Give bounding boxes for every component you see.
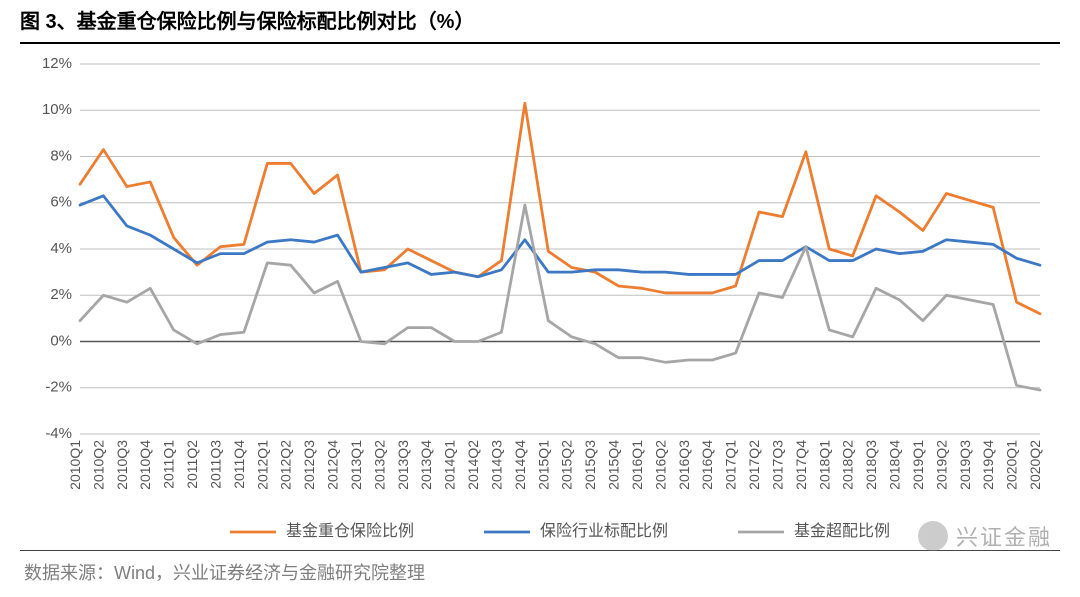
watermark-text: 兴证金融: [956, 520, 1052, 552]
y-tick-label: 4%: [50, 240, 72, 257]
x-tick-label: 2011Q4: [231, 440, 247, 489]
x-tick-label: 2014Q2: [465, 440, 481, 490]
y-tick-label: 12%: [42, 55, 72, 72]
x-tick-label: 2010Q3: [114, 440, 130, 490]
x-tick-label: 2012Q2: [278, 440, 294, 490]
y-tick-label: 6%: [50, 194, 72, 211]
x-tick-label: 2017Q3: [769, 440, 785, 490]
x-tick-label: 2019Q1: [910, 440, 926, 490]
x-tick-label: 2015Q3: [582, 440, 598, 490]
x-tick-label: 2018Q4: [887, 440, 903, 490]
x-tick-label: 2010Q1: [67, 440, 83, 490]
figure-title: 图 3、基金重仓保险比例与保险标配比例对比（%）: [20, 11, 474, 33]
data-source: 数据来源：Wind，兴业证券经济与金融研究院整理: [24, 559, 425, 585]
x-tick-label: 2011Q1: [161, 440, 177, 489]
x-tick-label: 2020Q2: [1027, 440, 1043, 490]
legend-label: 基金超配比例: [794, 522, 890, 540]
x-tick-label: 2012Q4: [325, 440, 341, 490]
x-tick-label: 2014Q3: [488, 440, 504, 490]
watermark: 兴证金融: [918, 520, 1052, 552]
series-line: [80, 205, 1040, 390]
x-tick-label: 2016Q4: [699, 440, 715, 490]
x-tick-label: 2016Q1: [629, 440, 645, 490]
x-tick-label: 2015Q1: [535, 440, 551, 490]
y-tick-label: -4%: [45, 425, 72, 442]
watermark-icon: [918, 521, 948, 551]
x-tick-label: 2018Q3: [863, 440, 879, 490]
legend-label: 基金重仓保险比例: [286, 522, 414, 540]
x-tick-label: 2013Q3: [395, 440, 411, 490]
x-tick-label: 2016Q2: [652, 440, 668, 490]
x-tick-label: 2017Q4: [793, 440, 809, 490]
x-tick-label: 2017Q1: [723, 440, 739, 490]
series-line: [80, 103, 1040, 313]
y-tick-label: 8%: [50, 147, 72, 164]
x-tick-label: 2013Q2: [371, 440, 387, 490]
x-tick-label: 2010Q2: [90, 440, 106, 490]
x-tick-label: 2013Q4: [418, 440, 434, 490]
y-tick-label: 10%: [42, 101, 72, 118]
x-tick-label: 2011Q3: [207, 440, 223, 489]
x-tick-label: 2014Q4: [512, 440, 528, 490]
x-tick-label: 2015Q4: [606, 440, 622, 490]
x-tick-label: 2012Q3: [301, 440, 317, 490]
x-tick-label: 2019Q3: [957, 440, 973, 490]
legend-label: 保险行业标配比例: [540, 522, 668, 540]
y-tick-label: -2%: [45, 379, 72, 396]
x-tick-label: 2018Q2: [840, 440, 856, 490]
title-bar: 图 3、基金重仓保险比例与保险标配比例对比（%）: [20, 8, 1060, 44]
x-tick-label: 2013Q1: [348, 440, 364, 490]
x-tick-label: 2011Q2: [184, 440, 200, 489]
x-tick-label: 2017Q2: [746, 440, 762, 490]
y-tick-label: 0%: [50, 332, 72, 349]
chart-area: -4% -2% 0% 2% 4% 6% 8% 10% 12% 2010Q1 2010Q2 2010Q3…: [20, 50, 1060, 551]
x-tick-label: 2015Q2: [559, 440, 575, 490]
figure-container: 图 3、基金重仓保险比例与保险标配比例对比（%） -4% -2% 0% 2% 4% 6% 8…: [0, 0, 1080, 597]
x-tick-label: 2019Q2: [933, 440, 949, 490]
x-tick-label: 2014Q1: [442, 440, 458, 490]
y-tick-label: 2%: [50, 286, 72, 303]
x-tick-label: 2020Q1: [1004, 440, 1020, 490]
x-tick-label: 2016Q3: [676, 440, 692, 490]
x-tick-label: 2019Q4: [980, 440, 996, 490]
x-tick-label: 2012Q1: [254, 440, 270, 490]
line-chart: -4% -2% 0% 2% 4% 6% 8% 10% 12% 2010Q1 2010Q2 2010Q3…: [20, 50, 1060, 550]
x-tick-label: 2010Q4: [137, 440, 153, 490]
x-tick-label: 2018Q1: [816, 440, 832, 490]
